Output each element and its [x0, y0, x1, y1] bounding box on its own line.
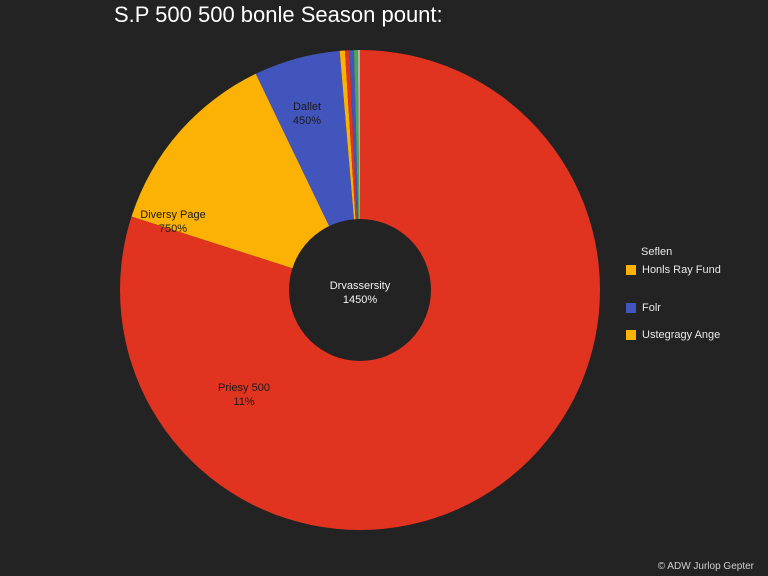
legend-label: Folr	[642, 302, 661, 314]
legend-swatch	[626, 265, 636, 275]
legend-label: Ustegragy Ange	[642, 329, 721, 341]
slice-label-name: Dallet	[293, 101, 321, 113]
donut-hole	[289, 219, 431, 361]
footer-credit: © ADW Jurlop Gepter	[657, 561, 754, 572]
legend-item: Ustegragy Ange	[626, 329, 721, 341]
pie-slice	[131, 73, 360, 290]
legend-swatch	[626, 303, 636, 313]
legend-item: Honls Ray Fund	[626, 264, 721, 276]
chart-title: S.P 500 500 bonle Season pount:	[114, 2, 443, 27]
slice-labels: Priesy 500 11% Diversy Page 750% Dallet 450%	[140, 101, 321, 408]
legend-item: Folr	[626, 302, 721, 314]
slice-label-name: Diversy Page	[140, 209, 205, 221]
legend: Seflen Honls Ray Fund Folr Ustegragy Ang…	[626, 246, 721, 341]
slice-label-value: 11%	[233, 396, 254, 408]
legend-label: Honls Ray Fund	[642, 264, 721, 276]
legend-swatch	[626, 330, 636, 340]
slice-label-value: 450%	[293, 115, 321, 127]
slice-label-name: Priesy 500	[218, 382, 270, 394]
slice-label-value: 750%	[159, 223, 187, 235]
center-label-name: Drvassersity	[330, 280, 391, 292]
legend-title: Seflen	[641, 246, 673, 258]
center-label-value: 1450%	[343, 294, 377, 306]
